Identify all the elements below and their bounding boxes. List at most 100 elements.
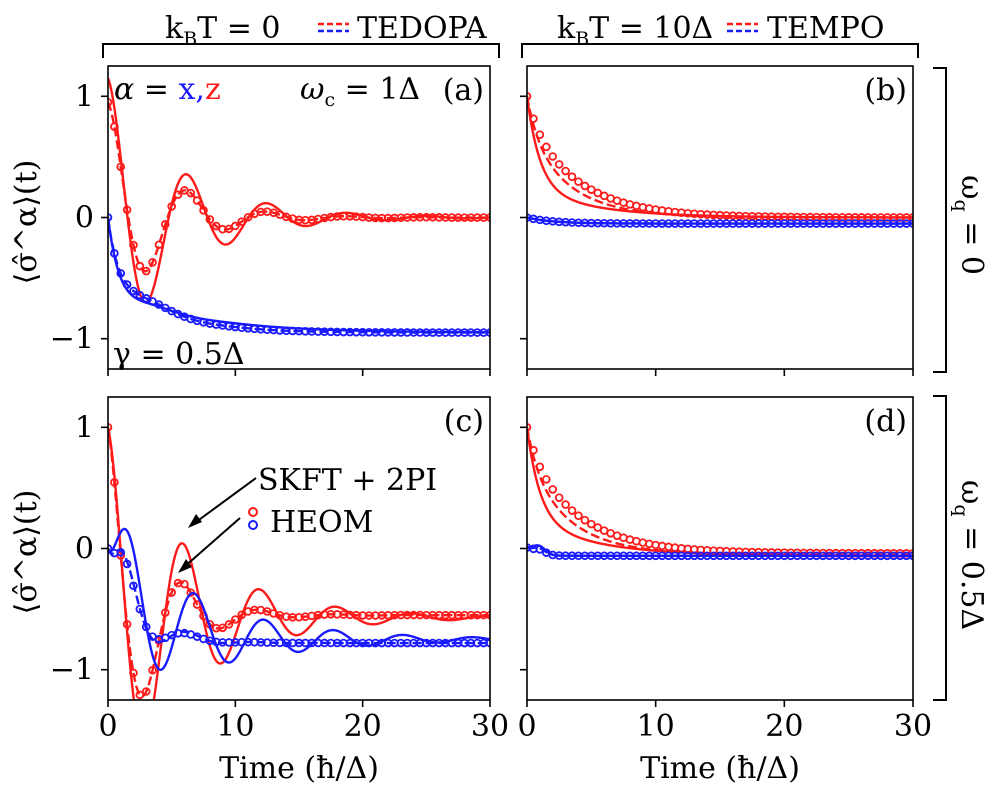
data-point (186, 188, 196, 198)
data-point (485, 638, 490, 648)
x-tick-label: 0 (98, 709, 117, 744)
x-tick-label: 20 (765, 709, 803, 744)
data-point (554, 160, 564, 169)
legend-heom-marker-z (248, 507, 258, 517)
data-point (485, 213, 490, 222)
series-x-tedopa (108, 217, 490, 334)
series-z-tempo (527, 96, 913, 219)
data-point (148, 297, 157, 306)
data-point (535, 130, 545, 139)
data-point (154, 240, 164, 250)
data-point (548, 485, 558, 494)
data-point (535, 545, 545, 554)
side-label-top: ωq = 0 (950, 175, 989, 275)
panel-d: 0 10 20 30 (d) Time (ħ/Δ) (517, 396, 932, 786)
data-point (192, 600, 202, 609)
data-point (541, 475, 551, 484)
data-point (116, 269, 126, 278)
x-axis-label: Time (ħ/Δ) (640, 751, 800, 786)
legend-heom-label: HEOM (270, 505, 373, 540)
data-point (173, 190, 183, 199)
data-point (580, 515, 590, 525)
data-point (587, 519, 596, 529)
header-right-legend: TEMPO (767, 11, 884, 46)
top-bracket-right (521, 43, 919, 58)
data-point (561, 166, 570, 176)
data-point (211, 221, 221, 231)
data-point (527, 423, 532, 432)
y-tick-label: 0 (75, 532, 94, 567)
series-group (108, 77, 490, 337)
series-x-heom (108, 213, 490, 337)
data-point (110, 478, 119, 487)
x-tick-label: 20 (344, 709, 382, 744)
data-point (122, 205, 132, 215)
series-group (527, 423, 913, 561)
plot-frame (107, 396, 491, 701)
data-point (554, 493, 564, 502)
panel-c: 0 10 20 30−101 (c)Time (ħ/Δ) (50, 396, 509, 786)
series-x-tedopa (108, 548, 490, 645)
data-point (129, 286, 138, 296)
series-z-heom (527, 92, 913, 222)
data-point (129, 668, 138, 678)
data-point (180, 579, 189, 589)
data-point (485, 610, 490, 620)
data-point (148, 665, 157, 675)
data-point (192, 196, 202, 205)
y-tick-label: 1 (75, 410, 94, 445)
data-point (141, 622, 151, 632)
data-point (122, 559, 132, 569)
series-z-heom (108, 423, 490, 700)
series-x-heom (527, 213, 913, 228)
data-point (135, 604, 145, 614)
data-point (243, 212, 253, 222)
data-point (231, 221, 240, 231)
header-left-label: kBT = 0 (165, 11, 280, 50)
series-x-heom (108, 544, 490, 648)
legend-skft-arrow (191, 477, 257, 526)
data-point (574, 511, 583, 520)
data-point (199, 205, 208, 215)
data-point (161, 608, 170, 617)
plot-frame (526, 396, 914, 701)
series-x-skft+2pi (108, 527, 490, 671)
data-point (110, 249, 119, 258)
data-point (108, 423, 113, 432)
data-point (567, 506, 577, 515)
series-z-skft+2pi (527, 96, 913, 219)
y-tick-label: −1 (50, 653, 94, 688)
data-point (122, 280, 132, 289)
x-tick-label: 0 (517, 709, 536, 744)
data-point (587, 185, 596, 194)
x-tick-label: 10 (637, 709, 675, 744)
data-point (485, 328, 490, 337)
data-point (129, 581, 138, 591)
side-bracket-bottom (933, 395, 947, 701)
legend-dash-icon-right (727, 22, 758, 33)
header-right-label: kBT = 10Δ (557, 11, 713, 50)
data-point (548, 152, 558, 161)
legend-heom-marker-x (248, 520, 258, 530)
data-point (108, 213, 113, 222)
series-z-skft+2pi (527, 427, 913, 557)
data-point (529, 445, 538, 455)
panel-a: −1 0 1 (a) (50, 65, 491, 376)
data-point (116, 162, 126, 172)
data-point (108, 98, 113, 107)
data-point (527, 92, 532, 101)
legend-skft-arrowhead (188, 514, 202, 528)
data-point (218, 623, 227, 633)
series-x-heom (527, 543, 913, 561)
x-tick-label: 30 (471, 709, 509, 744)
data-point (122, 619, 132, 629)
data-point (154, 300, 164, 309)
y-tick-label: 1 (75, 79, 94, 114)
legend-skft-label: SKFT + 2PI (258, 463, 437, 498)
panel-label: (b) (864, 73, 907, 108)
data-point (116, 547, 126, 557)
y-axis-label-top: ⟨σ̂^α⟩(t) (9, 160, 44, 285)
series-z-tedopa (108, 101, 490, 273)
data-point (574, 177, 583, 186)
data-point (167, 202, 176, 211)
